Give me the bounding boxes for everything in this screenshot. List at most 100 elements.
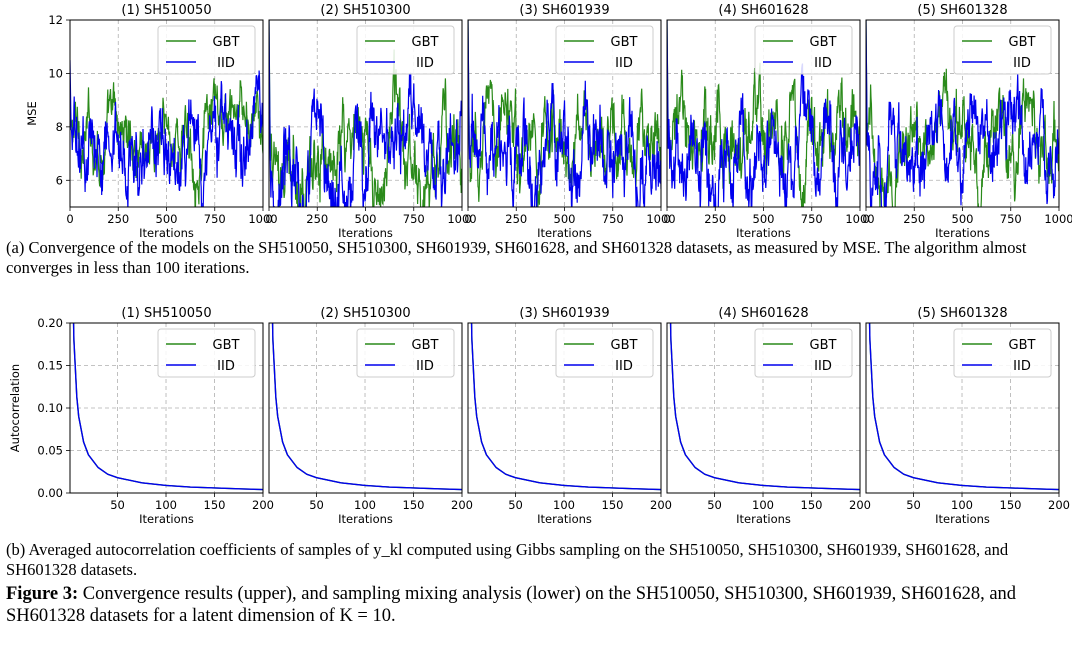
x-axis-label: Iterations bbox=[736, 512, 791, 526]
legend-box bbox=[157, 25, 256, 75]
legend-label-iid: IID bbox=[814, 56, 832, 71]
y-tick-label: 0.05 bbox=[37, 444, 63, 458]
x-tick-label: 150 bbox=[403, 498, 425, 512]
panel-title: (4) SH601628 bbox=[718, 3, 808, 18]
series-line-gbt bbox=[667, 20, 860, 207]
panel-autocorrelation-1: 50 100 150 200 Iterations 0.00 0.05 0.10 0.15 0.2… bbox=[8, 306, 274, 526]
x-tick-label: 200 bbox=[849, 498, 871, 512]
x-tick-label: 0 bbox=[66, 212, 73, 226]
x-tick-label: 500 bbox=[952, 212, 974, 226]
legend-box bbox=[754, 25, 853, 75]
legend-box bbox=[555, 25, 654, 75]
x-tick-label: 750 bbox=[602, 212, 624, 226]
x-tick-label: 1000 bbox=[248, 212, 277, 226]
legend-label-gbt: GBT bbox=[1009, 338, 1036, 353]
series-group bbox=[72, 323, 263, 491]
y-axis-label: Autocorrelation bbox=[8, 364, 22, 452]
panel-title: (3) SH601939 bbox=[519, 3, 609, 18]
x-tick-label: 1000 bbox=[1044, 212, 1072, 226]
x-tick-label: 100 bbox=[354, 498, 376, 512]
y-axis-label: MSE bbox=[25, 101, 39, 126]
series-group bbox=[868, 323, 1059, 491]
panel-autocorrelation-5: 50 100 150 200 Iterations (5) SH601328 GBT IID bbox=[865, 306, 1070, 526]
caption-a: (a) Convergence of the models on the SH5… bbox=[6, 238, 1027, 277]
panel-title: (1) SH510050 bbox=[121, 3, 211, 18]
x-tick-label: 500 bbox=[753, 212, 775, 226]
x-tick-label: 0 bbox=[265, 212, 272, 226]
x-tick-label: 1000 bbox=[447, 212, 476, 226]
x-tick-label: 750 bbox=[1000, 212, 1022, 226]
x-axis-label: Iterations bbox=[935, 512, 990, 526]
legend-label-iid: IID bbox=[814, 359, 832, 374]
x-tick-label: 50 bbox=[508, 498, 523, 512]
x-tick-label: 0 bbox=[663, 212, 670, 226]
panel-title: (5) SH601328 bbox=[917, 3, 1007, 18]
legend-label-iid: IID bbox=[217, 359, 235, 374]
panel-mse-3: 0 250 500 750 1000 Iterations (3) SH601939 GBT I… bbox=[464, 3, 675, 240]
figure-caption: Convergence results (upper), and samplin… bbox=[6, 584, 1017, 626]
x-tick-label: 100 bbox=[155, 498, 177, 512]
x-tick-label: 1000 bbox=[646, 212, 675, 226]
x-axis-label: Iterations bbox=[139, 512, 194, 526]
panel-title: (4) SH601628 bbox=[718, 306, 808, 321]
caption-b: (b) Averaged autocorrelation coefficient… bbox=[6, 540, 1009, 579]
panel-frame bbox=[865, 322, 1060, 494]
x-axis-label: Iterations bbox=[537, 512, 592, 526]
x-tick-label: 0 bbox=[464, 212, 471, 226]
y-tick-label: 0.10 bbox=[37, 401, 63, 415]
series-group bbox=[468, 20, 661, 207]
y-tick-label: 6 bbox=[56, 173, 63, 187]
y-tick-label: 12 bbox=[48, 13, 63, 27]
x-tick-label: 250 bbox=[903, 212, 925, 226]
x-tick-label: 50 bbox=[906, 498, 921, 512]
panel-autocorrelation-4: 50 100 150 200 Iterations (4) SH601628 GBT IID bbox=[666, 306, 871, 526]
x-tick-label: 500 bbox=[554, 212, 576, 226]
legend-box bbox=[157, 328, 256, 378]
figure-caption-block: Figure 3: Convergence results (upper), a… bbox=[6, 583, 1068, 627]
x-tick-label: 250 bbox=[107, 212, 129, 226]
x-axis-label: Iterations bbox=[935, 226, 990, 240]
series-line-iid bbox=[468, 20, 661, 207]
legend-label-gbt: GBT bbox=[611, 338, 638, 353]
y-tick-label: 8 bbox=[56, 120, 63, 134]
series-group bbox=[271, 323, 462, 491]
y-tick-label: 0.15 bbox=[37, 359, 63, 373]
series-line-iid bbox=[70, 60, 263, 207]
x-tick-label: 500 bbox=[355, 212, 377, 226]
y-tick-label: 10 bbox=[48, 66, 63, 80]
legend-label-gbt: GBT bbox=[412, 35, 439, 50]
series-line-gbt bbox=[269, 20, 462, 207]
legend-box bbox=[356, 25, 455, 75]
x-tick-label: 50 bbox=[309, 498, 324, 512]
panel-title: (2) SH510300 bbox=[320, 3, 410, 18]
series-line-iid bbox=[72, 323, 263, 491]
legend-label-gbt: GBT bbox=[1009, 35, 1036, 50]
series-line-iid bbox=[271, 323, 462, 491]
x-tick-label: 50 bbox=[110, 498, 125, 512]
series-line-iid bbox=[470, 323, 661, 491]
x-tick-label: 1000 bbox=[845, 212, 874, 226]
series-group bbox=[269, 20, 462, 207]
legend-label-iid: IID bbox=[416, 56, 434, 71]
legend-label-iid: IID bbox=[1013, 359, 1031, 374]
x-tick-label: 250 bbox=[505, 212, 527, 226]
legend-label-iid: IID bbox=[217, 56, 235, 71]
legend-label-gbt: GBT bbox=[213, 338, 240, 353]
series-line-gbt bbox=[468, 20, 661, 207]
x-tick-label: 100 bbox=[951, 498, 973, 512]
panel-autocorrelation-3: 50 100 150 200 Iterations (3) SH601939 GBT IID bbox=[467, 306, 672, 526]
legend-label-iid: IID bbox=[416, 359, 434, 374]
series-line-iid bbox=[868, 323, 1059, 491]
x-tick-label: 750 bbox=[204, 212, 226, 226]
panel-mse-2: 0 250 500 750 1000 Iterations (2) SH510300 GBT I… bbox=[265, 3, 476, 240]
x-tick-label: 250 bbox=[306, 212, 328, 226]
legend-label-iid: IID bbox=[615, 359, 633, 374]
series-line-iid bbox=[866, 20, 1059, 207]
panel-mse-4: 0 250 500 750 1000 Iterations (4) SH601628 GBT I… bbox=[663, 3, 874, 240]
figure-label: Figure 3: bbox=[6, 584, 79, 604]
panel-frame bbox=[666, 322, 861, 494]
x-tick-label: 200 bbox=[1048, 498, 1070, 512]
series-group bbox=[866, 20, 1059, 207]
legend-label-iid: IID bbox=[615, 56, 633, 71]
